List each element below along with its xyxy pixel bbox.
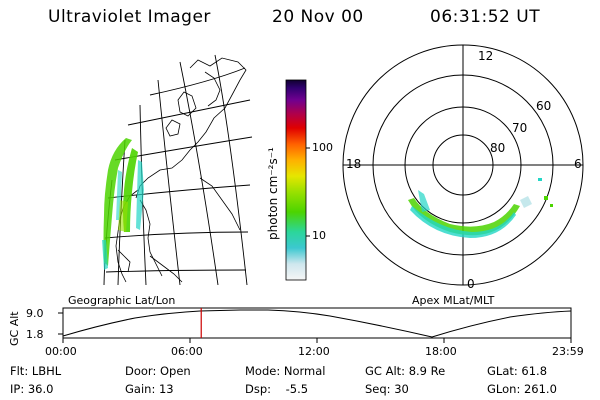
x-tick-label: 00:00 xyxy=(45,345,77,358)
x-tick-label: 18:00 xyxy=(425,345,457,358)
polar-emission-dot xyxy=(544,196,548,200)
gc-alt-status: GC Alt: 8.9 Re xyxy=(365,364,446,378)
polar-grid-spokes xyxy=(343,45,583,285)
map-auroral-emission xyxy=(102,138,144,270)
observation-date: 20 Nov 00 xyxy=(272,7,364,27)
colorbar-label-10: 10 xyxy=(312,229,326,242)
glat-status: GLat: 61.8 xyxy=(487,364,548,378)
map-latitude-grid xyxy=(104,67,253,273)
y-tick-label-high: 9.0 xyxy=(26,307,44,320)
polar-emission-dot xyxy=(538,178,542,181)
x-tick-label: 06:00 xyxy=(171,345,203,358)
instrument-title: Ultraviolet Imager xyxy=(48,7,211,27)
door-status: Door: Open xyxy=(125,364,191,378)
mlat-label-80: 80 xyxy=(490,141,505,155)
timeline-frame xyxy=(62,307,572,339)
polar-emission-dot xyxy=(550,204,553,207)
geographic-map xyxy=(102,54,253,285)
mode-status: Mode: Normal xyxy=(245,364,326,378)
y-tick-label-low: 1.8 xyxy=(26,328,44,341)
timeline-left-title: Geographic Lat/Lon xyxy=(68,294,175,307)
x-tick-label: 12:00 xyxy=(298,345,330,358)
polar-auroral-oval xyxy=(408,178,553,238)
x-tick-label: 23:59 xyxy=(552,345,584,358)
mlt-label-6: 6 xyxy=(574,157,582,171)
polar-plot: 12 18 6 0 60 70 80 xyxy=(342,44,584,291)
ip-status: IP: 36.0 xyxy=(10,382,54,396)
filter-status: Flt: LBHL xyxy=(10,364,62,378)
mlt-label-0: 0 xyxy=(467,277,475,291)
colorbar-label-100: 100 xyxy=(312,141,333,154)
colorbar-unit-label: photon cm⁻²s⁻¹ xyxy=(266,147,280,240)
x-ticks xyxy=(62,338,572,343)
seq-status: Seq: 30 xyxy=(365,382,409,396)
mlt-label-18: 18 xyxy=(346,157,361,171)
colorbar: 100 10 photon cm⁻²s⁻¹ xyxy=(266,79,333,281)
mlt-label-12: 12 xyxy=(478,49,493,63)
mlat-label-70: 70 xyxy=(512,121,527,135)
map-coastlines xyxy=(115,57,247,283)
gain-status: Gain: 13 xyxy=(125,382,174,396)
glon-status: GLon: 261.0 xyxy=(487,382,557,396)
timeline-right-title: Apex MLat/MLT xyxy=(412,294,495,307)
mlat-label-60: 60 xyxy=(536,99,551,113)
colorbar-gradient xyxy=(285,79,307,281)
timeline-panel: Geographic Lat/Lon Apex MLat/MLT 9.0 1.8… xyxy=(8,294,572,346)
gc-altitude-curve xyxy=(62,309,572,338)
y-axis-label: GC Alt xyxy=(8,311,21,346)
dsp-status: Dsp: -5.5 xyxy=(245,382,309,396)
observation-time: 06:31:52 UT xyxy=(430,7,541,27)
